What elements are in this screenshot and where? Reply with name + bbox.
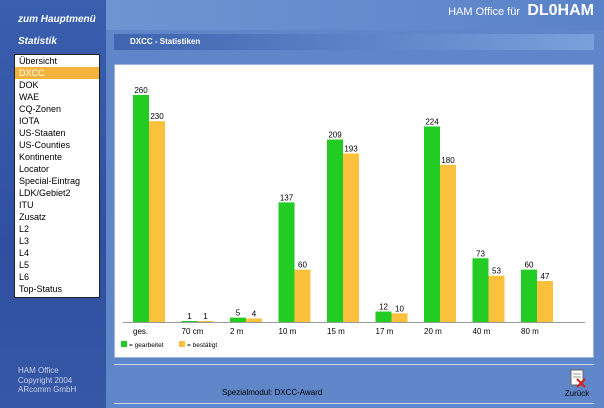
data-label: 260 [134, 86, 148, 95]
main-menu-link[interactable]: zum Hauptmenü [18, 14, 96, 25]
nav-item-dok[interactable]: DOK [19, 80, 39, 90]
divider [114, 364, 594, 365]
header-callsign: DL0HAM [527, 2, 594, 19]
nav-item-special-eintrag[interactable]: Special-Eintrag [19, 176, 81, 186]
bar-confirmed-8 [537, 280, 553, 322]
nav-item-ldk-gebiet2[interactable]: LDK/Gebiet2 [19, 188, 71, 198]
section-title: Statistik [18, 36, 57, 47]
category-label: 20 m [424, 327, 442, 336]
chart-panel: 260 230 ges. 1 1 70 cm 5 4 2 m 137 60 10 m 209 193 15 … [114, 64, 594, 358]
bar-worked-5 [375, 311, 392, 322]
legend-label: = gearbeitet [129, 342, 164, 349]
back-label: Zurück [564, 389, 590, 398]
bar-confirmed-2 [246, 318, 262, 322]
data-label: 1 [203, 312, 208, 321]
nav-item-cq-zonen[interactable]: CQ-Zonen [19, 104, 62, 114]
data-label: 73 [476, 249, 485, 258]
data-label: 53 [492, 267, 501, 276]
data-label: 4 [252, 310, 257, 319]
back-button[interactable]: Zurück [560, 368, 594, 400]
copyright-info: HAM Office Copyright 2004 ARcomm GmbH [18, 366, 76, 395]
data-label: 5 [236, 309, 241, 318]
nav-item-itu[interactable]: ITU [19, 200, 34, 210]
data-label: 209 [328, 131, 342, 140]
statistics-nav-list: Übersicht DXCC DOK WAE CQ-Zonen IOTA US-Staate… [14, 54, 100, 298]
sidebar: zum Hauptmenü Statistik Übersicht DXCC DOK… [0, 0, 106, 408]
data-label: 1 [187, 312, 192, 321]
nav-item-l3[interactable]: L3 [19, 236, 30, 246]
bar-worked-4 [327, 139, 343, 322]
data-label: 12 [379, 303, 388, 312]
bar-confirmed-5 [391, 313, 408, 322]
bar-confirmed-0 [149, 121, 165, 322]
nav-item-iota[interactable]: IOTA [19, 116, 40, 126]
back-icon [570, 369, 586, 388]
data-label: 47 [541, 272, 550, 281]
nav-item-top-status[interactable]: Top-Status [19, 284, 63, 294]
nav-item-l4[interactable]: L4 [19, 248, 30, 258]
module-label: Spezialmodul: DXCC-Award [222, 388, 323, 397]
data-label: 193 [344, 144, 358, 153]
data-label: 137 [280, 193, 294, 202]
nav-item-dxcc[interactable]: DXCC [15, 67, 99, 79]
header-bar: HAM Office für DL0HAM [106, 0, 604, 30]
bar-confirmed-4 [343, 153, 359, 322]
bar-worked-1 [181, 321, 198, 322]
data-label: 60 [298, 261, 307, 270]
data-label: 10 [395, 304, 404, 313]
footer-line-copyright: Copyright 2004 [18, 375, 73, 385]
nav-item-zusatz[interactable]: Zusatz [19, 212, 47, 222]
data-label: 180 [441, 156, 455, 165]
legend-label: = bestätigt [187, 342, 217, 349]
category-label: 70 cm [182, 327, 204, 336]
nav-item--bersicht[interactable]: Übersicht [19, 56, 58, 66]
bar-confirmed-6 [440, 164, 456, 322]
bar-worked-3 [278, 202, 295, 322]
bar-worked-6 [424, 126, 440, 322]
category-label: 17 m [376, 327, 394, 336]
legend-swatch [121, 341, 127, 347]
bar-worked-2 [230, 317, 246, 322]
category-label: 10 m [279, 327, 297, 336]
bar-worked-0 [133, 95, 149, 322]
data-label: 230 [150, 112, 164, 121]
section-bar: DXCC - Statistiken [114, 34, 594, 50]
nav-item-locator[interactable]: Locator [19, 164, 50, 174]
divider [114, 403, 594, 404]
header-label: HAM Office für [448, 6, 520, 18]
nav-item-l5[interactable]: L5 [19, 260, 30, 270]
legend-swatch [179, 341, 185, 347]
category-label: 15 m [327, 327, 345, 336]
nav-item-wae[interactable]: WAE [19, 92, 40, 102]
footer-line-company: ARcomm GmbH [18, 385, 77, 394]
bar-confirmed-1 [197, 321, 214, 322]
nav-item-us-staaten[interactable]: US-Staaten [19, 128, 66, 138]
footer-line-app: HAM Office [18, 366, 59, 375]
bar-worked-8 [521, 269, 537, 322]
bar-confirmed-7 [488, 275, 505, 322]
category-label: 80 m [521, 327, 539, 336]
category-label: 40 m [473, 327, 491, 336]
category-label: 2 m [230, 327, 244, 336]
nav-item-us-counties[interactable]: US-Counties [19, 140, 71, 150]
data-label: 60 [525, 261, 534, 270]
nav-item-kontinente[interactable]: Kontinente [19, 152, 63, 162]
nav-item-l2[interactable]: L2 [19, 224, 30, 234]
section-title-label: DXCC - Statistiken [130, 37, 201, 46]
category-label: ges. [133, 327, 148, 336]
data-label: 224 [425, 117, 439, 126]
bar-confirmed-3 [294, 269, 311, 322]
bar-worked-7 [472, 258, 489, 322]
nav-item-l6[interactable]: L6 [19, 272, 30, 282]
